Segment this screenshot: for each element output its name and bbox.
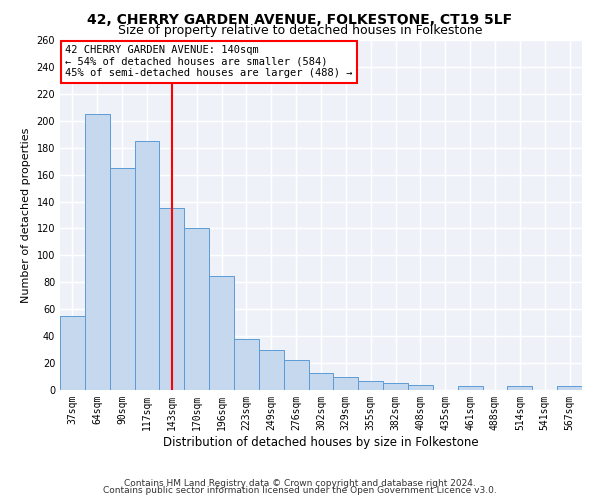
Text: Size of property relative to detached houses in Folkestone: Size of property relative to detached ho… <box>118 24 482 37</box>
Bar <box>358 380 383 390</box>
Bar <box>85 114 110 390</box>
Bar <box>259 350 284 390</box>
Bar <box>234 339 259 390</box>
Text: Contains public sector information licensed under the Open Government Licence v3: Contains public sector information licen… <box>103 486 497 495</box>
Bar <box>383 384 408 390</box>
Bar <box>209 276 234 390</box>
Text: Contains HM Land Registry data © Crown copyright and database right 2024.: Contains HM Land Registry data © Crown c… <box>124 478 476 488</box>
Bar <box>134 141 160 390</box>
Bar <box>308 372 334 390</box>
Bar <box>334 376 358 390</box>
Bar <box>508 386 532 390</box>
X-axis label: Distribution of detached houses by size in Folkestone: Distribution of detached houses by size … <box>163 436 479 448</box>
Text: 42 CHERRY GARDEN AVENUE: 140sqm
← 54% of detached houses are smaller (584)
45% o: 42 CHERRY GARDEN AVENUE: 140sqm ← 54% of… <box>65 46 353 78</box>
Bar <box>184 228 209 390</box>
Text: 42, CHERRY GARDEN AVENUE, FOLKESTONE, CT19 5LF: 42, CHERRY GARDEN AVENUE, FOLKESTONE, CT… <box>88 12 512 26</box>
Bar <box>408 384 433 390</box>
Bar <box>60 316 85 390</box>
Bar <box>284 360 308 390</box>
Bar <box>110 168 134 390</box>
Y-axis label: Number of detached properties: Number of detached properties <box>21 128 31 302</box>
Bar <box>557 386 582 390</box>
Bar <box>160 208 184 390</box>
Bar <box>458 386 482 390</box>
